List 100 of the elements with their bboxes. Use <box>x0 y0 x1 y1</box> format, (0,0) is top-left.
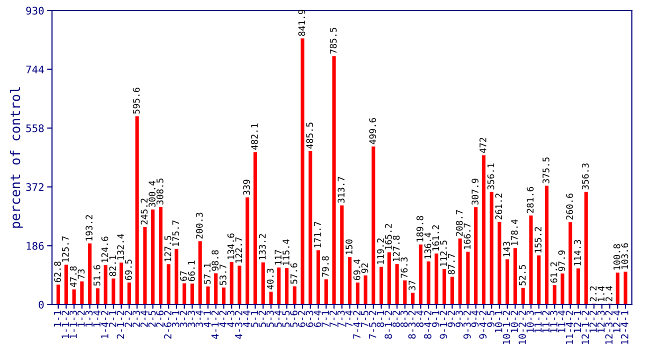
data-label: 841.9 <box>298 10 306 36</box>
x-tick-label: 10-1 <box>494 310 502 332</box>
x-tick-label: 6-2 <box>298 310 306 327</box>
data-label: 155.2 <box>534 227 542 252</box>
x-tick-label: 3-4 <box>196 310 203 327</box>
data-label: 122.7 <box>235 237 242 263</box>
x-tick-label: 2-1 <box>108 310 116 327</box>
x-tick-label: 8-1 <box>376 310 384 327</box>
data-label: 2.2 <box>590 286 596 302</box>
data-label: 1.4 <box>598 286 604 302</box>
data-label: 178.4 <box>511 219 518 246</box>
x-tick-label: 12-1-2 <box>582 310 589 344</box>
data-label: 499.6 <box>369 118 376 144</box>
x-tick-label: 9-4 <box>471 310 479 328</box>
y-axis-title: percent of control <box>10 87 23 228</box>
x-tick-label: 6-3 <box>306 310 314 327</box>
x-tick-label: 9-2 <box>448 310 456 328</box>
x-tick-label: 3-2 <box>180 310 188 327</box>
x-tick-label: 5-3 <box>266 310 274 327</box>
y-tick-label: 372 <box>26 183 44 192</box>
data-label: 47.8 <box>70 266 77 288</box>
data-label: 482.1 <box>251 124 258 150</box>
x-tick-label: 2-5 <box>148 310 156 327</box>
x-tick-label: 5-5 <box>282 310 290 327</box>
x-tick-label: 1-1-2 <box>62 310 69 338</box>
y-tick-label: 744 <box>26 66 44 74</box>
data-label: 124.6 <box>101 236 108 262</box>
x-tick-label: 11-4-2 <box>566 310 574 344</box>
x-tick-label: 10-2 <box>510 310 518 332</box>
data-label: 171.7 <box>314 222 321 248</box>
data-label: 193.2 <box>86 215 92 240</box>
data-label: 117 <box>274 250 282 265</box>
data-label: 200.3 <box>196 212 203 239</box>
x-tick-label: 12-1 <box>574 310 581 332</box>
x-tick-label: 9-1 <box>432 310 440 328</box>
x-tick-label: 10-1-2 <box>502 310 510 344</box>
data-label: 375.5 <box>542 157 550 184</box>
data-label: 52.5 <box>518 264 526 286</box>
data-label: 161.2 <box>432 225 440 251</box>
x-tick-label: 8-4-2 <box>424 310 432 339</box>
data-label: 356.3 <box>582 163 589 190</box>
x-tick-label: 7-2 <box>330 310 337 327</box>
x-tick-label: 9-1-2 <box>440 310 448 339</box>
data-label: 51.6 <box>94 265 100 286</box>
x-tick-label: 12-4-1 <box>620 310 628 344</box>
x-tick-label: 2-6-2 <box>164 310 172 339</box>
data-label: 166.7 <box>464 223 471 249</box>
data-label: 356.1 <box>487 163 494 190</box>
data-label: 308.5 <box>156 178 164 204</box>
x-tick-label: 12-3-2 <box>605 310 613 344</box>
x-tick-label: 12-4 <box>613 310 620 332</box>
x-tick-label: 10-2-2 <box>518 310 526 344</box>
x-tick-label: 1-2 <box>77 310 85 326</box>
x-tick-label: 2-6 <box>156 310 164 327</box>
y-tick-label: 930 <box>26 6 44 15</box>
x-tick-label: 12-2 <box>589 310 597 332</box>
x-tick-label: 1-4-2 <box>101 310 108 338</box>
x-tick-label: 4-4 <box>242 310 250 328</box>
x-tick-label: 8-4 <box>416 310 424 327</box>
x-tick-label: 5-2 <box>258 310 266 327</box>
data-label: 125.7 <box>62 236 69 262</box>
data-label: 112.5 <box>440 240 447 266</box>
x-tick-label: 4-3 <box>227 310 234 328</box>
x-tick-label: 10-3 <box>526 310 534 332</box>
data-label: 119.2 <box>377 238 384 264</box>
x-tick-label: 8-3-2 <box>408 310 416 339</box>
data-label: 132.4 <box>117 234 124 260</box>
x-tick-label: 1-4 <box>93 310 100 326</box>
x-tick-label: 7-4-2 <box>353 310 360 339</box>
x-tick-label: 11-3 <box>550 310 558 332</box>
x-tick-label: 1-1 <box>54 310 62 326</box>
x-tick-label: 2-4 <box>140 310 148 327</box>
x-tick-label: 12-3 <box>597 310 605 332</box>
data-label: 785.5 <box>330 28 337 54</box>
data-label: 62.8 <box>54 262 61 282</box>
x-tick-label: 5-1 <box>250 310 258 327</box>
data-label: 261.2 <box>495 194 502 220</box>
data-label: 37 <box>408 280 416 290</box>
data-label: 115.4 <box>282 239 290 266</box>
data-label: 98.8 <box>212 250 218 271</box>
data-label: 472 <box>480 138 486 153</box>
x-tick-label: 4-2 <box>219 310 226 328</box>
data-label: 595.6 <box>132 88 140 114</box>
data-label: 134.6 <box>227 233 234 259</box>
x-tick-label: 4-3-2 <box>234 310 242 339</box>
x-tick-label: 2-3 <box>132 310 140 327</box>
data-label: 2.4 <box>606 286 612 302</box>
x-tick-label: 7-5 <box>361 310 368 327</box>
data-label: 61.2 <box>550 262 558 283</box>
x-tick-label: 5-6 <box>290 310 298 327</box>
data-label: 66.1 <box>188 260 195 282</box>
x-tick-label: 6-4 <box>314 310 322 327</box>
data-label: 165.2 <box>384 224 392 250</box>
data-label: 127.8 <box>392 236 400 262</box>
x-tick-label: 4-1 <box>204 310 211 328</box>
x-tick-label: 11-1 <box>534 310 542 332</box>
data-label: 300.4 <box>148 180 156 208</box>
data-label: 175.7 <box>172 220 180 246</box>
x-tick-label: 2-2 <box>124 310 132 327</box>
data-label: 114.3 <box>574 240 581 266</box>
